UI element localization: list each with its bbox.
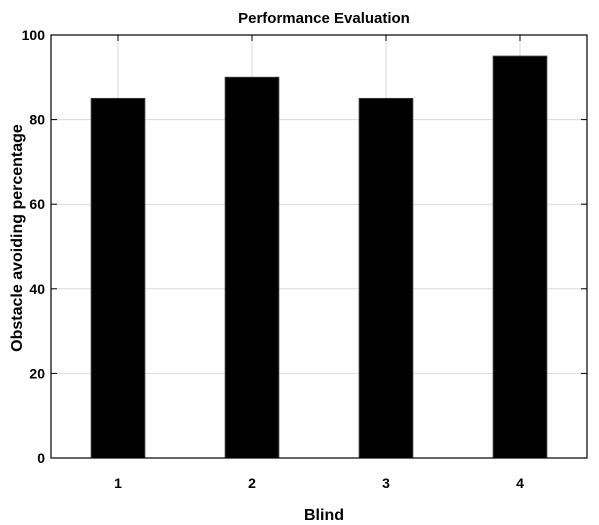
axis-ticks: 0 20 40 60 80 100 1 2 3 4 (22, 27, 587, 491)
x-tick-label: 2 (248, 475, 256, 491)
x-tick-label: 1 (114, 475, 122, 491)
chart-title: Performance Evaluation (238, 10, 410, 27)
bar-4 (492, 55, 548, 459)
plot-area-frame (50, 34, 588, 459)
bar-3 (358, 97, 414, 459)
x-tick-label: 3 (382, 475, 390, 491)
x-axis-label: Blind (304, 507, 344, 524)
bar-1 (90, 97, 146, 459)
y-tick-label: 60 (29, 196, 45, 212)
bars (90, 55, 548, 459)
x-tick-label: 4 (516, 475, 524, 491)
y-tick-label: 20 (29, 365, 45, 381)
bar-2 (224, 76, 280, 459)
y-tick-label: 0 (37, 450, 45, 466)
y-axis-label: Obstacle avoiding percentage (9, 124, 26, 352)
y-tick-label: 40 (29, 281, 45, 297)
y-tick-label: 80 (29, 112, 45, 128)
y-tick-label: 100 (22, 27, 46, 43)
